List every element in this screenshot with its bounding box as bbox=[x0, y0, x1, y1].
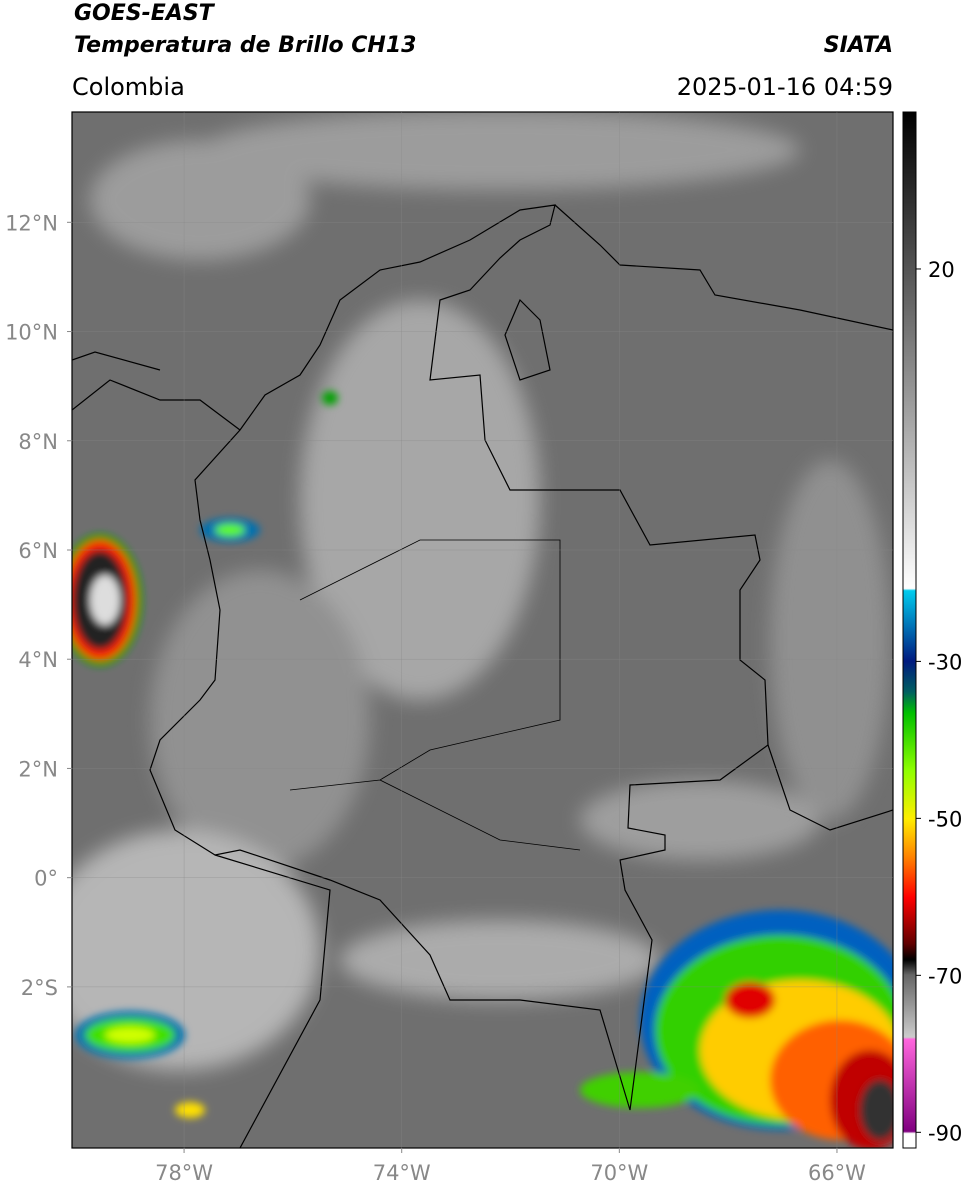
colorbar bbox=[902, 111, 917, 1149]
product: Temperatura de Brillo CH13 bbox=[74, 33, 416, 58]
region: Colombia bbox=[72, 73, 185, 101]
colorbar-tick-label: -30 bbox=[928, 650, 962, 674]
colorbar-tick-label: -50 bbox=[928, 807, 962, 831]
lat-tick-label: 8°N bbox=[18, 430, 58, 454]
lon-tick-label: 74°W bbox=[373, 1161, 431, 1185]
lon-tick-label: 70°W bbox=[590, 1161, 648, 1185]
lon-tick-label: 66°W bbox=[808, 1161, 866, 1185]
colorbar-tick-label: -70 bbox=[928, 964, 962, 988]
colorbar-tick-label: 20 bbox=[928, 258, 955, 282]
colorbar-tick-label: -90 bbox=[928, 1121, 962, 1145]
map-frame bbox=[71, 111, 894, 1149]
source: SIATA bbox=[824, 33, 893, 58]
lat-tick-label: 0° bbox=[34, 867, 58, 891]
lat-tick-label: 2°S bbox=[21, 976, 58, 1000]
timestamp: 2025-01-16 04:59 bbox=[677, 73, 893, 101]
imagery bbox=[72, 112, 893, 1148]
lon-tick-label: 78°W bbox=[155, 1161, 213, 1185]
lat-tick-label: 10°N bbox=[5, 321, 58, 345]
lat-tick-label: 6°N bbox=[18, 539, 58, 563]
lat-tick-label: 4°N bbox=[18, 648, 58, 672]
lat-tick-label: 2°N bbox=[18, 757, 58, 781]
lat-tick-label: 12°N bbox=[5, 211, 58, 235]
satellite: GOES-EAST bbox=[74, 1, 216, 26]
